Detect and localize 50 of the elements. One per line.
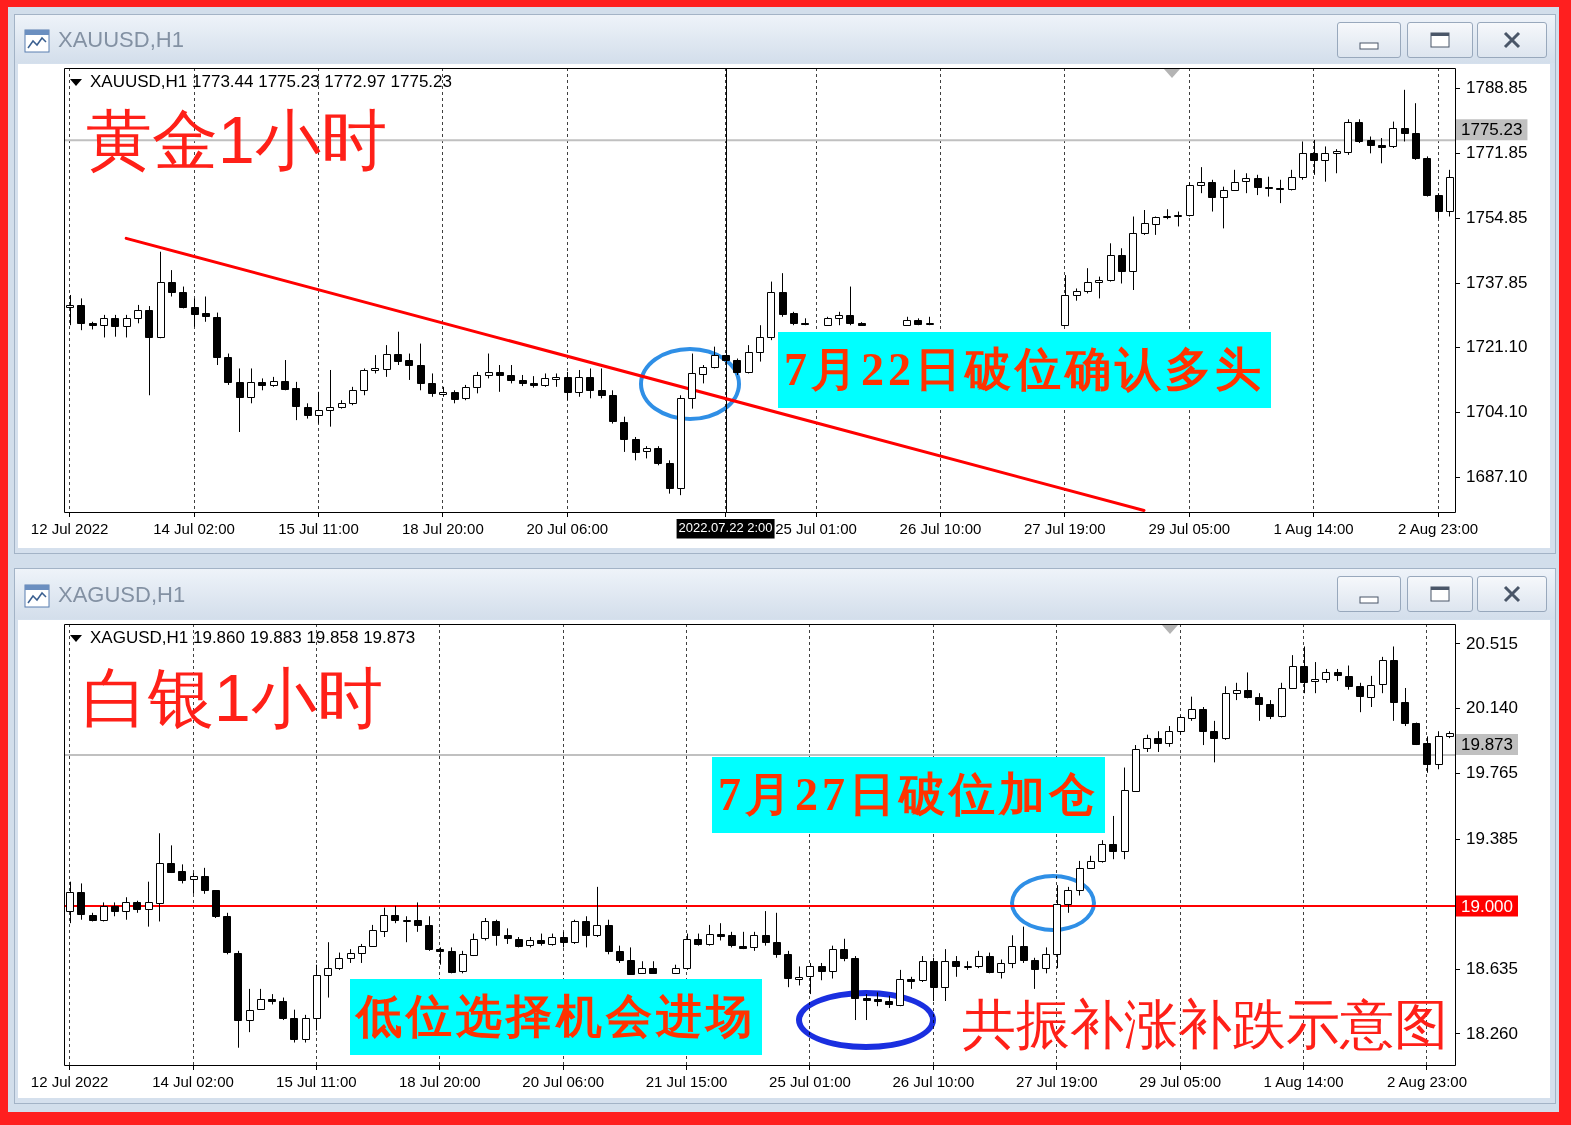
x-tick-label: 15 Jul 11:00 bbox=[278, 520, 359, 538]
y-tick-label: 1687.10 bbox=[1466, 467, 1528, 487]
annotation: 低位选择机会进场 bbox=[350, 979, 762, 1055]
chart-subtitle: XAUUSD,H1 1773.44 1775.23 1772.97 1775.23 bbox=[90, 72, 452, 92]
y-tick-label: 1704.10 bbox=[1466, 402, 1528, 422]
chart-title: XAGUSD,H1 bbox=[58, 582, 186, 608]
y-tick-label: 20.140 bbox=[1466, 698, 1518, 718]
ref-line-label: 19.000 bbox=[1461, 896, 1513, 916]
x-tick-label: 21 Jul 15:00 bbox=[645, 1073, 728, 1091]
y-tick-label: 19.765 bbox=[1466, 763, 1518, 783]
x-tick-label: 2 Aug 23:00 bbox=[1386, 1073, 1467, 1091]
ref-line-label: 1775.23 bbox=[1461, 120, 1523, 140]
x-tick-label: 18 Jul 20:00 bbox=[398, 1073, 481, 1091]
y-tick-label: 1737.85 bbox=[1466, 272, 1528, 292]
y-tick-label: 1754.85 bbox=[1466, 207, 1528, 227]
x-tick-label: 26 Jul 10:00 bbox=[899, 520, 982, 538]
x-tick-label: 29 Jul 05:00 bbox=[1139, 1073, 1222, 1091]
annotation: 白银1小时 bbox=[82, 661, 383, 735]
x-tick-label: 25 Jul 01:00 bbox=[775, 520, 857, 538]
y-tick-label: 1788.85 bbox=[1466, 77, 1528, 97]
x-tick-label: 14 Jul 02:00 bbox=[152, 1073, 234, 1091]
x-tick-label: 26 Jul 10:00 bbox=[892, 1073, 975, 1091]
chart-title: XAUUSD,H1 bbox=[58, 27, 184, 53]
x-tick-label: 14 Jul 02:00 bbox=[153, 520, 235, 538]
annotation: 7月27日破位加仓 bbox=[712, 757, 1105, 833]
annotation: 共振补涨补跌示意图 bbox=[962, 994, 1448, 1054]
x-tick-label: 20 Jul 06:00 bbox=[522, 1073, 605, 1091]
x-tick-label: 20 Jul 06:00 bbox=[526, 520, 609, 538]
annotation: 7月22日破位确认多头 bbox=[778, 332, 1271, 408]
x-tick-label: 12 Jul 2022 bbox=[30, 1073, 109, 1091]
x-tick-label: 1 Aug 14:00 bbox=[1273, 520, 1354, 538]
chart-subtitle: XAGUSD,H1 19.860 19.883 19.858 19.873 bbox=[90, 628, 416, 648]
y-tick-label: 18.260 bbox=[1466, 1023, 1518, 1043]
ref-line-label: 19.873 bbox=[1461, 735, 1513, 755]
y-tick-label: 20.515 bbox=[1466, 633, 1518, 653]
x-tick-label: 15 Jul 11:00 bbox=[276, 1073, 357, 1091]
x-tick-label: 27 Jul 19:00 bbox=[1023, 520, 1106, 538]
annotation: 黄金1小时 bbox=[86, 103, 387, 177]
y-tick-label: 1771.85 bbox=[1466, 142, 1528, 162]
x-tick-label: 25 Jul 01:00 bbox=[769, 1073, 851, 1091]
y-tick-label: 19.385 bbox=[1466, 829, 1518, 848]
x-tick-label: 2022.07.22 2:00 bbox=[678, 520, 773, 536]
x-tick-label: 27 Jul 19:00 bbox=[1015, 1073, 1098, 1091]
y-tick-label: 1721.10 bbox=[1466, 337, 1528, 357]
x-tick-label: 12 Jul 2022 bbox=[30, 520, 109, 538]
x-tick-label: 29 Jul 05:00 bbox=[1148, 520, 1231, 538]
x-tick-label: 1 Aug 14:00 bbox=[1263, 1073, 1344, 1091]
x-tick-label: 18 Jul 20:00 bbox=[401, 520, 484, 538]
y-tick-label: 18.635 bbox=[1466, 958, 1518, 978]
x-tick-label: 2 Aug 23:00 bbox=[1398, 520, 1479, 538]
